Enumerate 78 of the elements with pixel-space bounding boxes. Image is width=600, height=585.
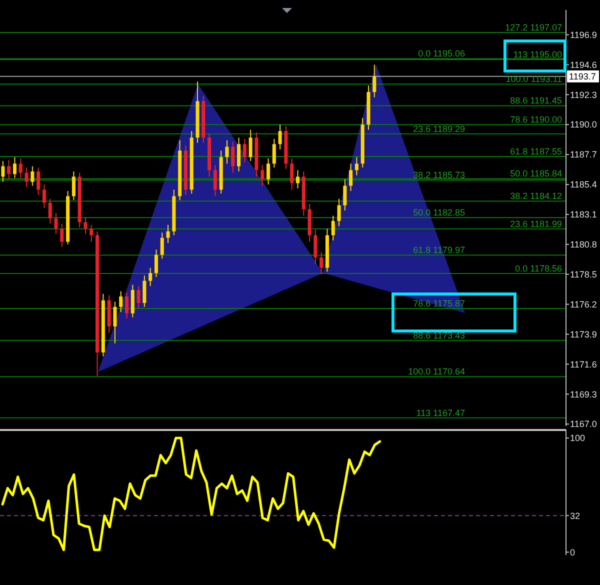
ref-line-label: 23.6 1189.29	[413, 124, 465, 134]
candlestick	[290, 158, 294, 190]
candlestick	[320, 252, 324, 275]
y-tick-label: 1171.6	[570, 359, 597, 370]
candlestick	[337, 198, 341, 227]
y-tick-label: 1192.3	[570, 90, 597, 100]
candlestick	[12, 156, 17, 178]
y-tick-label: 1196.9	[570, 30, 597, 40]
candlestick	[7, 159, 11, 180]
candlestick	[142, 275, 146, 308]
ref-line-label: 23.6 1181.99	[510, 218, 562, 229]
candlestick	[237, 137, 241, 172]
ref-line-label: 38.2 1184.12	[510, 191, 562, 202]
candlestick	[272, 138, 276, 168]
candlestick	[24, 167, 28, 188]
ref-line-label: 78.6 1190.00	[510, 114, 562, 125]
ref-line-label: 50.0 1185.84	[510, 168, 562, 179]
y-tick-label: 1176.2	[570, 299, 597, 310]
candlestick	[248, 129, 252, 162]
candlestick	[266, 158, 270, 185]
candlestick	[30, 166, 34, 186]
candlestick	[42, 184, 46, 208]
candlestick	[354, 156, 358, 176]
candlestick	[48, 198, 52, 224]
candlestick	[260, 164, 264, 186]
candlestick	[296, 170, 300, 189]
candlestick	[130, 284, 134, 318]
candlestick	[278, 124, 282, 150]
candlestick	[154, 249, 158, 278]
y-tick-label: 1185.4	[570, 180, 597, 190]
candlestick	[136, 286, 140, 309]
candlestick	[124, 292, 129, 320]
candlestick	[119, 290, 123, 313]
y-tick-label: 1183.1	[570, 210, 597, 220]
candlestick	[166, 224, 170, 244]
y-tick-label: 1180.8	[570, 240, 597, 250]
ref-line-label: 88.6 1173.43	[413, 330, 465, 340]
ref-line-label: 127.2 1197.07	[505, 22, 562, 33]
candlestick	[90, 224, 94, 242]
candlestick	[1, 160, 5, 182]
candlestick	[54, 212, 58, 234]
ref-line-label: 1193.7	[569, 72, 596, 82]
y-tick-label: 1194.6	[570, 60, 597, 70]
ref-line-label: 113 1167.47	[416, 408, 465, 418]
y-tick-label: 100	[570, 433, 586, 444]
y-tick-label: 1167.0	[570, 419, 597, 430]
candlestick	[349, 163, 353, 192]
y-tick-label: 1178.5	[570, 269, 597, 280]
candlestick	[213, 164, 217, 197]
candlestick	[242, 138, 246, 163]
candlestick	[18, 158, 22, 178]
ref-line-label: 0.0 1195.06	[418, 48, 465, 59]
y-tick-label: 1173.9	[570, 329, 597, 340]
candlestick	[372, 64, 376, 98]
ref-line-label: 0.0 1178.56	[515, 264, 562, 274]
line-series	[1, 436, 382, 552]
ref-line-label: 100.0 1170.64	[408, 366, 465, 377]
y-tick-label: 0	[570, 547, 576, 558]
candlestick	[148, 267, 152, 287]
y-tick-label: 1187.7	[570, 150, 597, 160]
y-tick-label: 32	[570, 510, 580, 521]
candlestick	[331, 215, 335, 241]
ref-line-label: 113 1195.00	[513, 49, 562, 60]
candlestick	[343, 178, 347, 212]
candlestick	[60, 223, 64, 248]
candlestick	[72, 170, 76, 201]
candlestick	[84, 216, 88, 234]
ref-line-label: 88.6 1191.45	[510, 96, 562, 106]
candlestick	[231, 141, 235, 174]
candlestick	[225, 140, 229, 164]
candlestick	[113, 301, 117, 344]
candlestick	[160, 232, 164, 260]
candlestick	[314, 230, 318, 264]
candlestick	[36, 167, 40, 196]
ref-line-label: 61.8 1187.55	[510, 146, 562, 156]
y-tick-label: 1190.0	[570, 120, 597, 130]
y-tick-label: 1169.3	[570, 389, 597, 400]
ref-line-label: 100.0 1193.11	[506, 74, 562, 84]
